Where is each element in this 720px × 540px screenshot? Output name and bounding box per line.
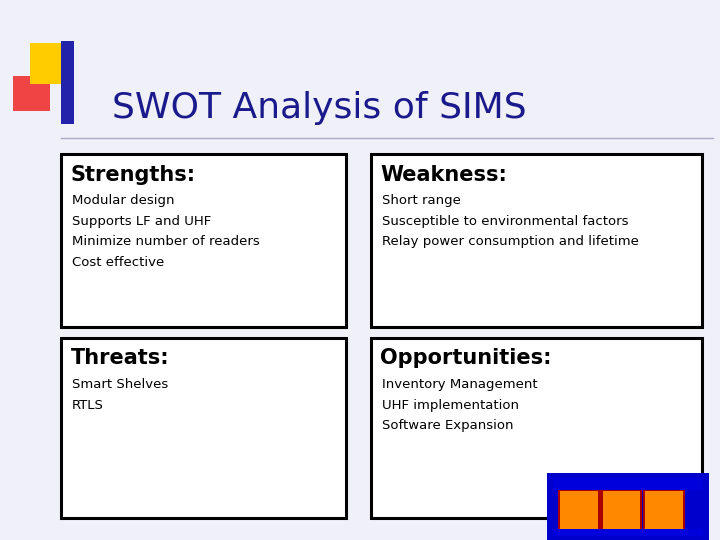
FancyBboxPatch shape bbox=[61, 40, 74, 124]
FancyBboxPatch shape bbox=[61, 338, 346, 518]
Text: Strengths:: Strengths: bbox=[71, 165, 196, 185]
Text: Software Expansion: Software Expansion bbox=[382, 419, 513, 432]
FancyBboxPatch shape bbox=[603, 491, 640, 530]
Text: Opportunities:: Opportunities: bbox=[380, 348, 552, 368]
FancyBboxPatch shape bbox=[645, 491, 683, 530]
Text: Threats:: Threats: bbox=[71, 348, 169, 368]
FancyBboxPatch shape bbox=[556, 488, 701, 525]
FancyBboxPatch shape bbox=[547, 472, 709, 540]
Text: Cost effective: Cost effective bbox=[72, 256, 164, 269]
Text: Susceptible to environmental factors: Susceptible to environmental factors bbox=[382, 215, 628, 228]
FancyBboxPatch shape bbox=[560, 491, 598, 530]
FancyBboxPatch shape bbox=[61, 154, 346, 327]
Text: Short range: Short range bbox=[382, 194, 461, 207]
Text: Smart Shelves: Smart Shelves bbox=[72, 378, 168, 391]
FancyBboxPatch shape bbox=[553, 478, 703, 490]
Text: Modular design: Modular design bbox=[72, 194, 174, 207]
FancyBboxPatch shape bbox=[13, 76, 50, 111]
FancyBboxPatch shape bbox=[643, 490, 685, 532]
Text: SWOT Analysis of SIMS: SWOT Analysis of SIMS bbox=[112, 91, 526, 125]
Text: Supports LF and UHF: Supports LF and UHF bbox=[72, 215, 211, 228]
Text: UHF implementation: UHF implementation bbox=[382, 399, 518, 411]
FancyBboxPatch shape bbox=[30, 43, 68, 84]
FancyBboxPatch shape bbox=[558, 490, 600, 532]
FancyBboxPatch shape bbox=[371, 154, 702, 327]
Text: Minimize number of readers: Minimize number of readers bbox=[72, 235, 260, 248]
Text: RTLS: RTLS bbox=[72, 399, 104, 411]
FancyBboxPatch shape bbox=[371, 338, 702, 518]
Text: Relay power consumption and lifetime: Relay power consumption and lifetime bbox=[382, 235, 639, 248]
FancyBboxPatch shape bbox=[600, 490, 642, 532]
Text: Weakness:: Weakness: bbox=[380, 165, 507, 185]
Text: Inventory Management: Inventory Management bbox=[382, 378, 537, 391]
FancyBboxPatch shape bbox=[553, 529, 703, 536]
